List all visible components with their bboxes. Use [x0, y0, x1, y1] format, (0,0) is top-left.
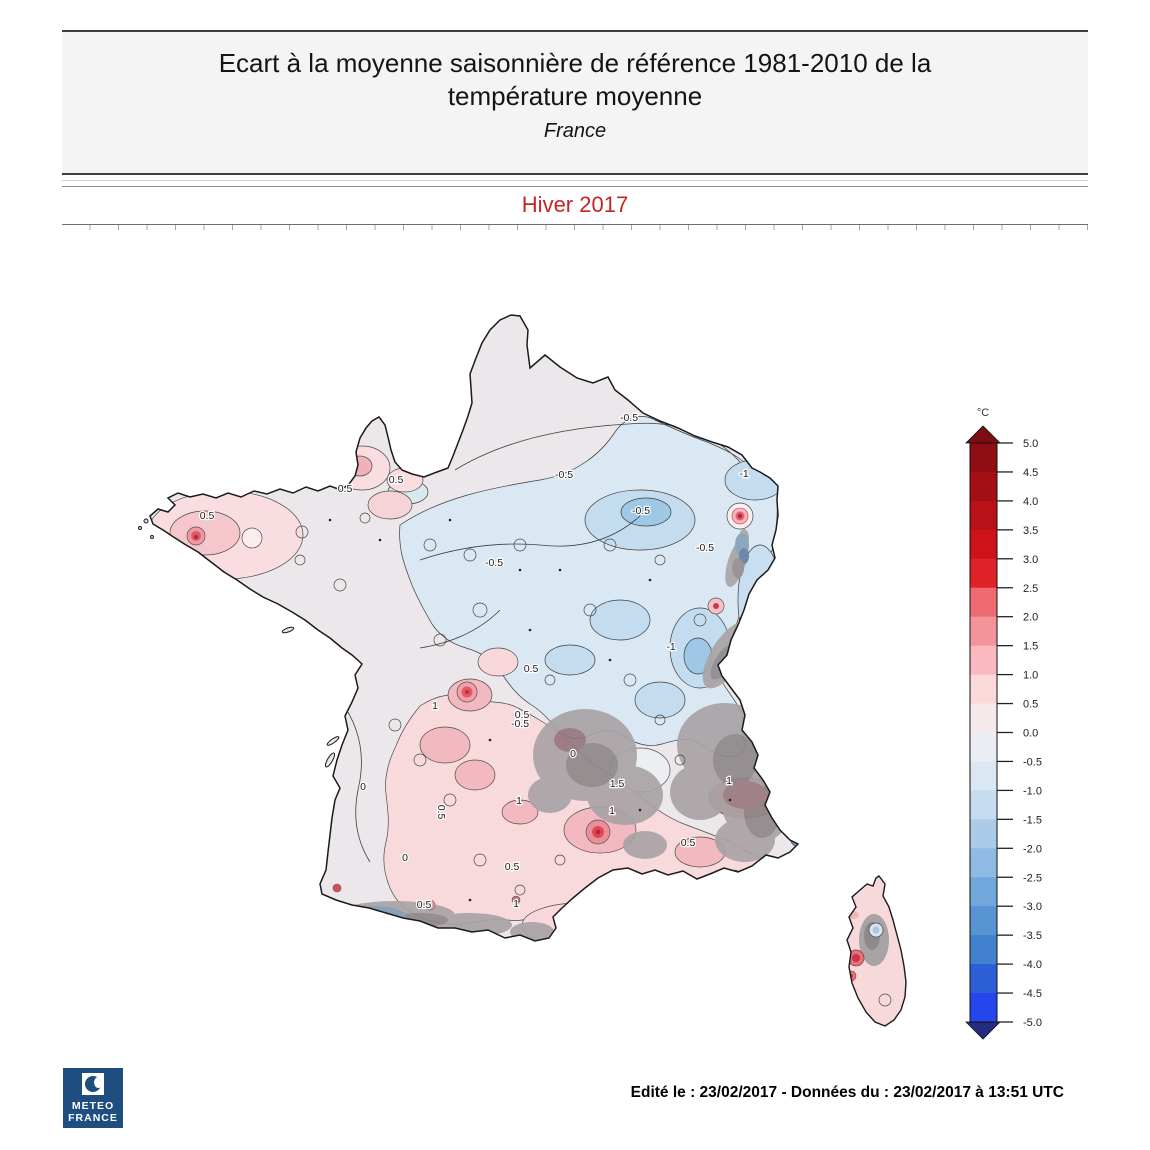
legend-segment: [970, 645, 997, 676]
legend-tick-label: -4.5: [1023, 988, 1042, 1000]
legend-segment: [970, 819, 997, 849]
contour-label: 1: [513, 898, 519, 910]
contour-label: 0.5: [515, 709, 530, 721]
legend-segment: [970, 558, 997, 589]
legend-tick-label: -3.0: [1023, 901, 1042, 913]
legend-segment: [970, 500, 997, 531]
legend-segment: [970, 877, 997, 907]
legend-segment: [970, 848, 997, 878]
blue-anomaly-regions: [387, 416, 786, 793]
legend-tick-label: 3.0: [1023, 554, 1038, 566]
legend-segment: [970, 587, 997, 618]
legend-tick-label: 0.0: [1023, 728, 1038, 740]
contour-label: 0.5: [681, 837, 696, 849]
title-line1: Ecart à la moyenne saisonnière de référe…: [218, 48, 932, 78]
corsica-outline: [846, 875, 907, 1027]
meteo-france-globe-icon: [82, 1073, 104, 1095]
contour-label: -0.5: [485, 557, 503, 569]
contour-label: -0.5: [632, 505, 650, 517]
legend-tick-label: 1.5: [1023, 641, 1038, 653]
period-title: Hiver 2017: [521, 192, 629, 217]
france-outline: [149, 314, 800, 942]
legend-segment: [970, 732, 997, 762]
region-subtitle: France: [543, 120, 607, 142]
logo-text-meteo: METEO: [71, 1100, 115, 1112]
legend-arrow-bottom: [965, 1021, 1001, 1040]
contour-value-labels: 0.50.50.5-0.5-0.5-0.5-0.5-1-1-0.5-0.5000…: [198, 411, 750, 912]
legend-segment: [970, 529, 997, 560]
meteo-france-logo: METEO FRANCE: [63, 1068, 123, 1128]
legend-segment: [970, 964, 997, 994]
legend-tick-label: 4.0: [1023, 496, 1038, 508]
contour-label: -1: [739, 468, 748, 480]
legend-tick-label: 2.0: [1023, 612, 1038, 624]
legend-tick-label: -2.0: [1023, 843, 1042, 855]
legend-tick-label: -1.0: [1023, 785, 1042, 797]
contour-label: -0.5: [555, 469, 573, 481]
contour-label: 0: [570, 748, 576, 760]
contour-label: 0: [360, 781, 366, 793]
contour-label: 0.5: [389, 474, 404, 486]
legend-unit: °C: [977, 407, 989, 419]
legend-segment: [970, 616, 997, 647]
contour-label: 0.5: [417, 899, 432, 911]
contour-label: -0.5: [511, 718, 529, 730]
legend-tick-label: -3.5: [1023, 930, 1042, 942]
legend-tick-label: -2.5: [1023, 872, 1042, 884]
legend-segment: [970, 935, 997, 965]
contour-label: 0.5: [200, 510, 215, 522]
legend-tick-label: -0.5: [1023, 756, 1042, 768]
legend-segment: [970, 471, 997, 502]
contour-label: 0.5: [338, 483, 353, 495]
legend-segment: [970, 761, 997, 791]
legend-segment: [970, 906, 997, 936]
title-line2: température moyenne: [447, 81, 703, 111]
legend-tick-label: 4.5: [1023, 467, 1038, 479]
contour-label: 1: [609, 805, 615, 817]
contour-label: 1: [516, 795, 522, 807]
contour-label: -0.5: [696, 542, 714, 554]
contour-label: 0.5: [505, 861, 520, 873]
small-islands: [138, 518, 340, 768]
tick-ruler: [62, 224, 1088, 230]
legend-segment: [970, 790, 997, 820]
header-box: Ecart à la moyenne saisonnière de référe…: [62, 30, 1088, 175]
contour-label: 1: [432, 700, 438, 712]
legend-segment: [970, 443, 997, 473]
logo-text-france: FRANCE: [68, 1112, 118, 1124]
divider-light: [62, 180, 1088, 181]
legend-tick-label: 5.0: [1023, 438, 1038, 450]
page-title: Ecart à la moyenne saisonnière de référe…: [62, 47, 1088, 113]
contour-label: 1.5: [610, 778, 625, 790]
contour-label: 0.5: [435, 805, 447, 820]
legend-segment: [970, 674, 997, 705]
legend-tick-label: 3.5: [1023, 525, 1038, 537]
legend-segment: [970, 703, 997, 733]
contour-rings: [294, 512, 707, 916]
contour-label: -0.5: [620, 412, 638, 424]
contour-label: 0.5: [524, 663, 539, 675]
legend-arrow-top: [965, 425, 1001, 444]
divider-dark: [62, 186, 1088, 187]
edition-date-text: Edité le : 23/02/2017 - Données du : 23/…: [630, 1084, 1064, 1101]
legend-tick-label: -5.0: [1023, 1017, 1042, 1029]
legend-tick-label: 2.5: [1023, 583, 1038, 595]
legend-tick-label: 0.5: [1023, 699, 1038, 711]
contour-label: 1: [726, 775, 732, 787]
contour-label: 0: [402, 852, 408, 864]
legend-tick-label: 1.0: [1023, 670, 1038, 682]
legend-segment: [970, 993, 997, 1023]
contour-label: -1: [666, 641, 675, 653]
legend-tick-label: -4.0: [1023, 959, 1042, 971]
legend-tick-label: -1.5: [1023, 814, 1042, 826]
